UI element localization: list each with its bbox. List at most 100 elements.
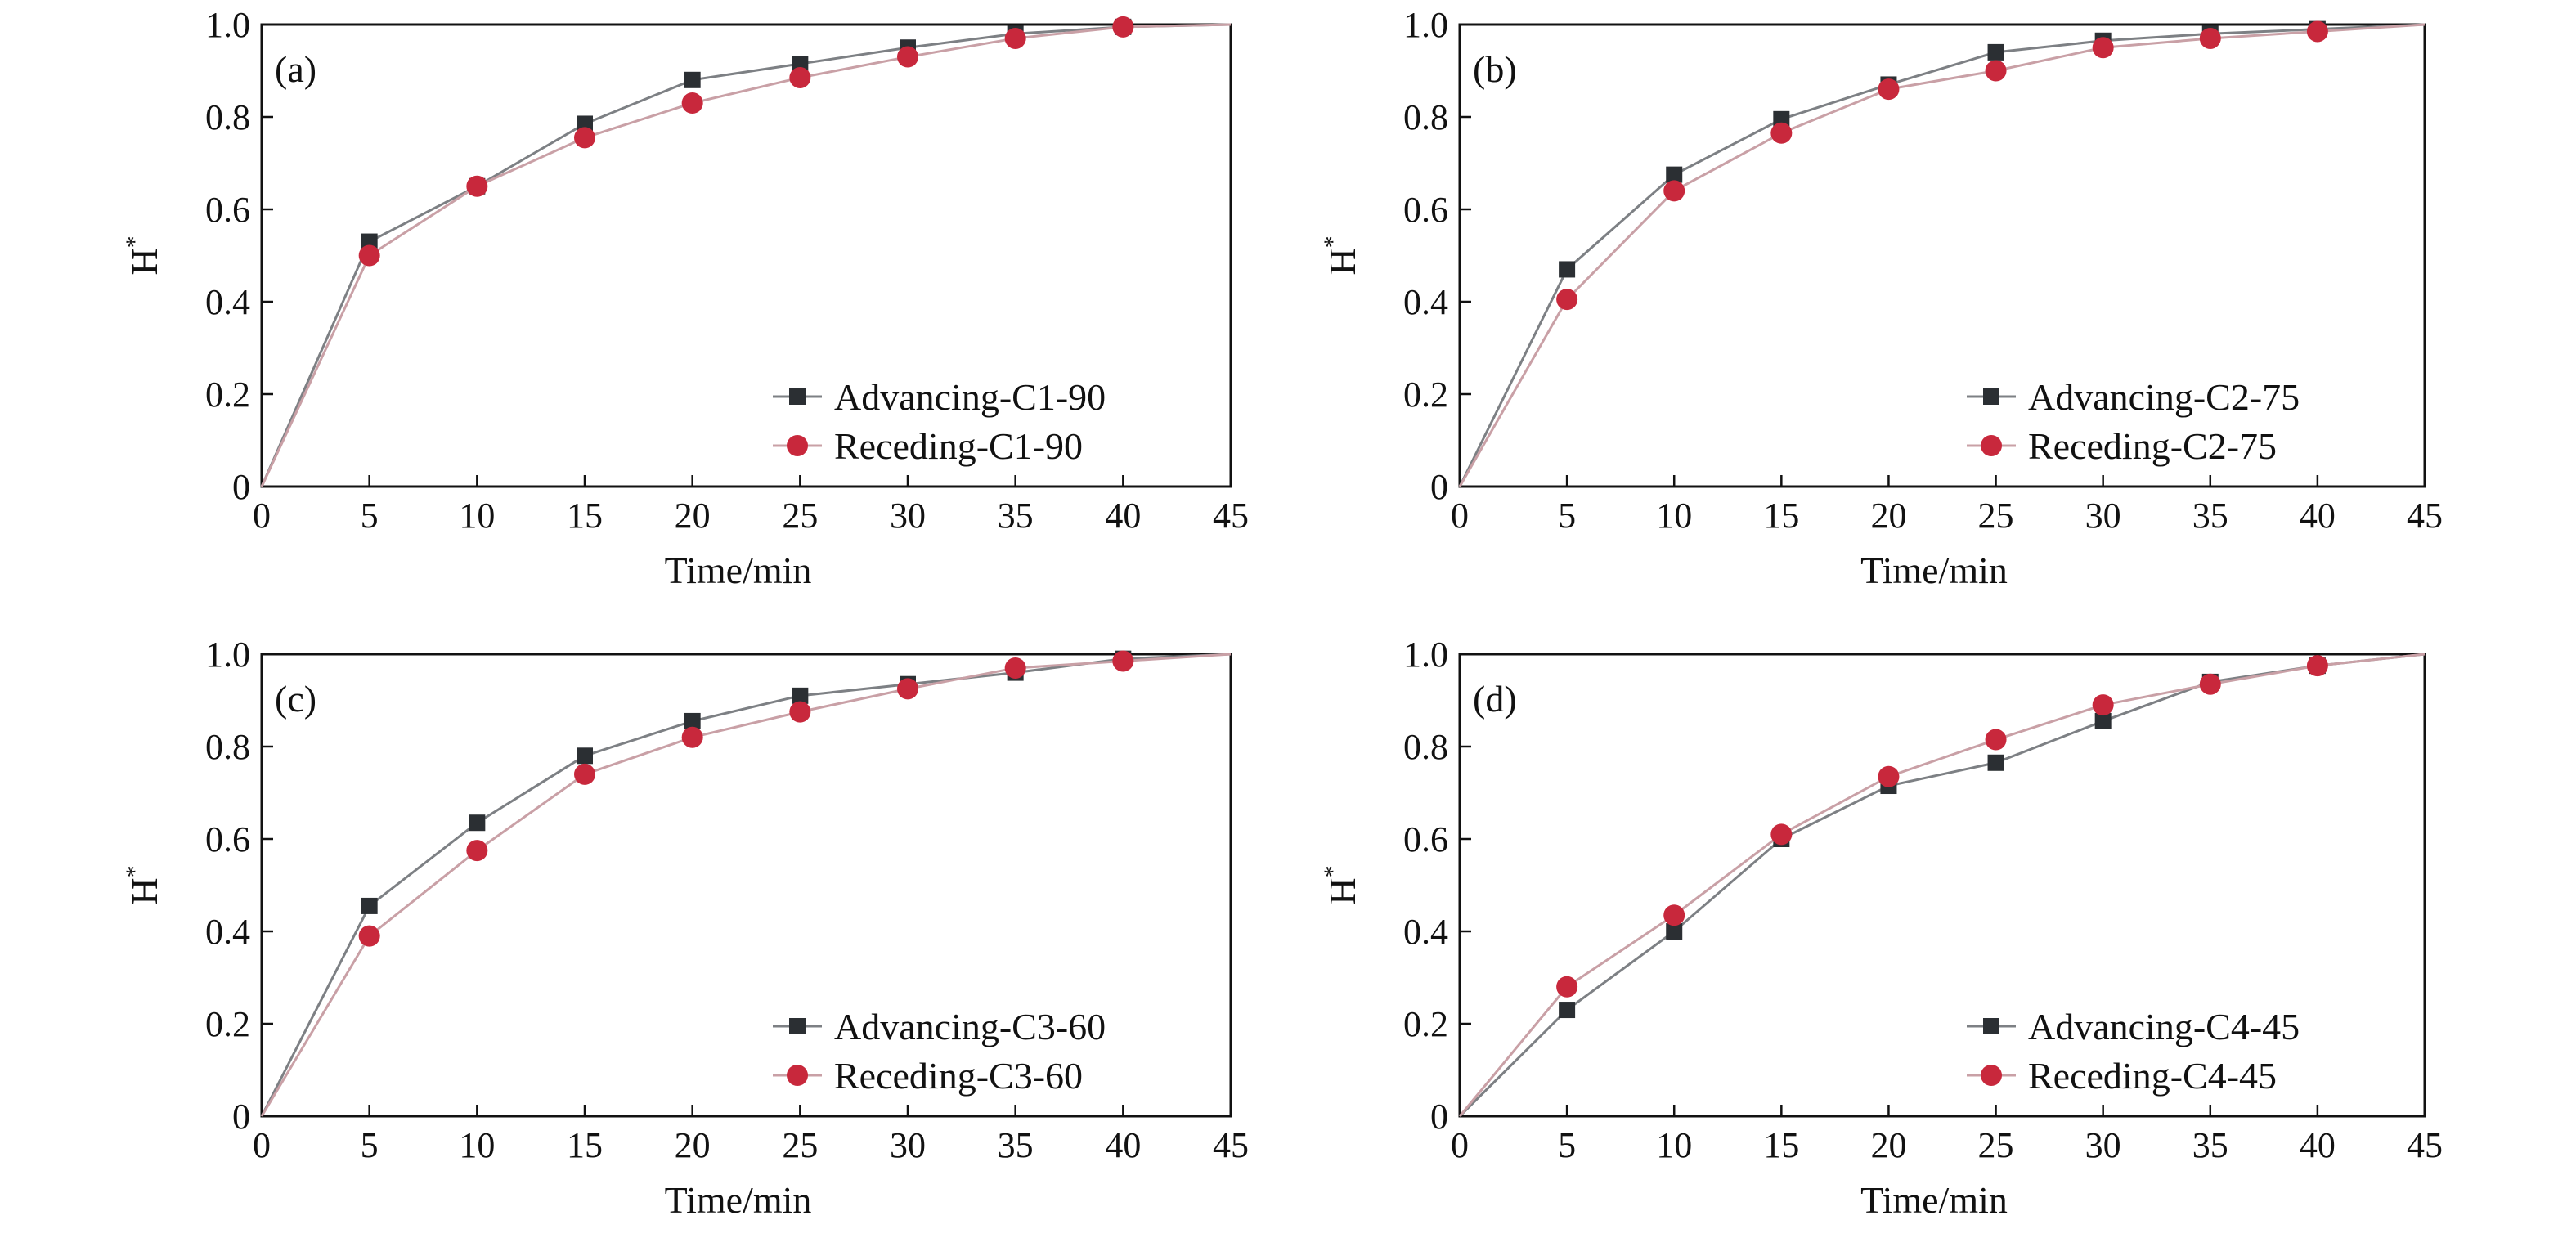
y-tick-label: 0 [232,1097,250,1137]
legend-marker-circle [1981,435,2002,456]
legend-marker-square [1983,388,1999,405]
data-point-square [1987,754,2004,771]
panel-label: (b) [1473,48,1517,90]
y-tick-label: 0.8 [205,727,250,767]
data-point-circle [1770,823,1793,846]
x-tick-label: 5 [1558,496,1576,536]
y-axis-label-superscript: * [1319,865,1346,877]
legend-label: Receding-C4-45 [2028,1055,2277,1097]
data-point-square [684,712,701,729]
data-point-circle [1985,60,2007,82]
y-tick-label: 1.0 [1403,5,1448,45]
x-tick-label: 45 [2407,496,2443,536]
x-tick-label: 45 [1213,1125,1249,1165]
data-point-circle [1112,16,1134,38]
data-point-circle [1985,729,2007,751]
legend-label: Advancing-C3-60 [834,1006,1106,1047]
data-point-circle [358,925,380,947]
data-point-square [2094,712,2112,729]
data-point-circle [789,66,811,88]
legend-marker-circle [787,1065,808,1086]
data-point-circle [681,726,703,748]
data-point-square [684,71,701,88]
series-line-Receding-C3-60 [260,653,1232,1117]
x-tick-label: 30 [890,496,926,536]
x-tick-label: 25 [782,1125,818,1165]
x-tick-label: 25 [1978,1125,2014,1165]
x-tick-label: 20 [675,496,711,536]
series-line-Advancing-C1-90 [260,23,1232,487]
chart-panel-b: 0 5 10 15 20 25 30 35 40 45 0 0.2 0.4 0.6 0.8 1.0 Time/m… [1319,5,2443,591]
data-point-circle [1770,122,1793,144]
y-tick-label: 0.4 [205,282,250,322]
y-axis-label-superscript: * [121,865,148,877]
series-line-Advancing-C2-75 [1458,23,2426,487]
data-point-circle [2199,27,2221,49]
plot-frame [1458,23,2426,488]
y-tick-label: 1.0 [205,635,250,675]
legend-label: Advancing-C1-90 [834,376,1106,418]
x-tick-label: 15 [567,496,603,536]
x-tick-label: 40 [2300,1125,2336,1165]
x-tick-label: 40 [2300,496,2336,536]
data-point-circle [466,840,488,862]
data-point-square [792,687,809,704]
series-line-Receding-C2-75 [1458,23,2426,487]
x-tick-label: 30 [2085,1125,2121,1165]
data-point-circle [1556,976,1578,998]
y-tick-label: 0 [1430,467,1448,507]
x-tick-label: 0 [1451,1125,1469,1165]
data-point-circle [1004,657,1026,679]
legend-label: Advancing-C4-45 [2028,1006,2300,1047]
x-axis-label: Time/min [665,549,812,591]
plot-frame [260,653,1232,1118]
data-point-circle [1878,765,1900,787]
data-point-square [1559,1002,1576,1019]
y-tick-label: 0.6 [205,819,250,859]
y-axis-label-superscript: * [1319,235,1346,248]
data-point-square [1666,166,1683,183]
data-point-circle [466,175,488,197]
chart-panel-a: 0 5 10 15 20 25 30 35 40 45 0 0.2 0.4 0.6 0.8 1.0 Time/m… [121,5,1249,591]
x-tick-label: 0 [253,496,271,536]
y-axis-label: H* [1319,865,1363,904]
data-point-circle [1663,904,1685,926]
legend-marker-square [789,1018,806,1034]
data-point-circle [358,244,380,267]
y-tick-label: 0 [232,467,250,507]
data-point-circle [897,46,918,68]
y-axis-label: H* [1319,235,1363,275]
x-tick-label: 15 [1763,496,1799,536]
x-tick-label: 15 [1763,1125,1799,1165]
x-tick-label: 0 [1451,496,1469,536]
x-tick-label: 35 [2192,1125,2228,1165]
legend-marker-square [1983,1018,1999,1034]
x-tick-label: 40 [1105,1125,1141,1165]
y-tick-label: 0.6 [1403,819,1448,859]
x-tick-label: 5 [1558,1125,1576,1165]
panel-label: (a) [275,48,316,90]
x-tick-label: 30 [890,1125,926,1165]
data-point-circle [1878,78,1900,101]
y-tick-label: 1.0 [1403,635,1448,675]
legend-label: Receding-C3-60 [834,1055,1083,1097]
data-point-square [1559,261,1576,278]
x-axis-label: Time/min [1860,1179,2008,1221]
y-tick-label: 0.4 [1403,282,1448,322]
x-tick-label: 25 [782,496,818,536]
y-axis-label: H* [121,865,165,904]
y-tick-label: 0.4 [1403,912,1448,952]
y-tick-label: 0.2 [1403,1004,1448,1044]
legend-marker-circle [787,435,808,456]
data-point-circle [789,701,811,723]
data-point-square [577,747,593,765]
data-point-circle [2306,655,2328,677]
data-point-circle [1112,650,1134,672]
data-point-circle [1556,289,1578,311]
x-tick-label: 10 [459,496,495,536]
x-tick-label: 20 [1870,1125,1906,1165]
series-line-Receding-C4-45 [1458,653,2426,1117]
data-point-circle [2092,694,2114,716]
y-tick-label: 0 [1430,1097,1448,1137]
data-point-circle [2092,37,2114,59]
